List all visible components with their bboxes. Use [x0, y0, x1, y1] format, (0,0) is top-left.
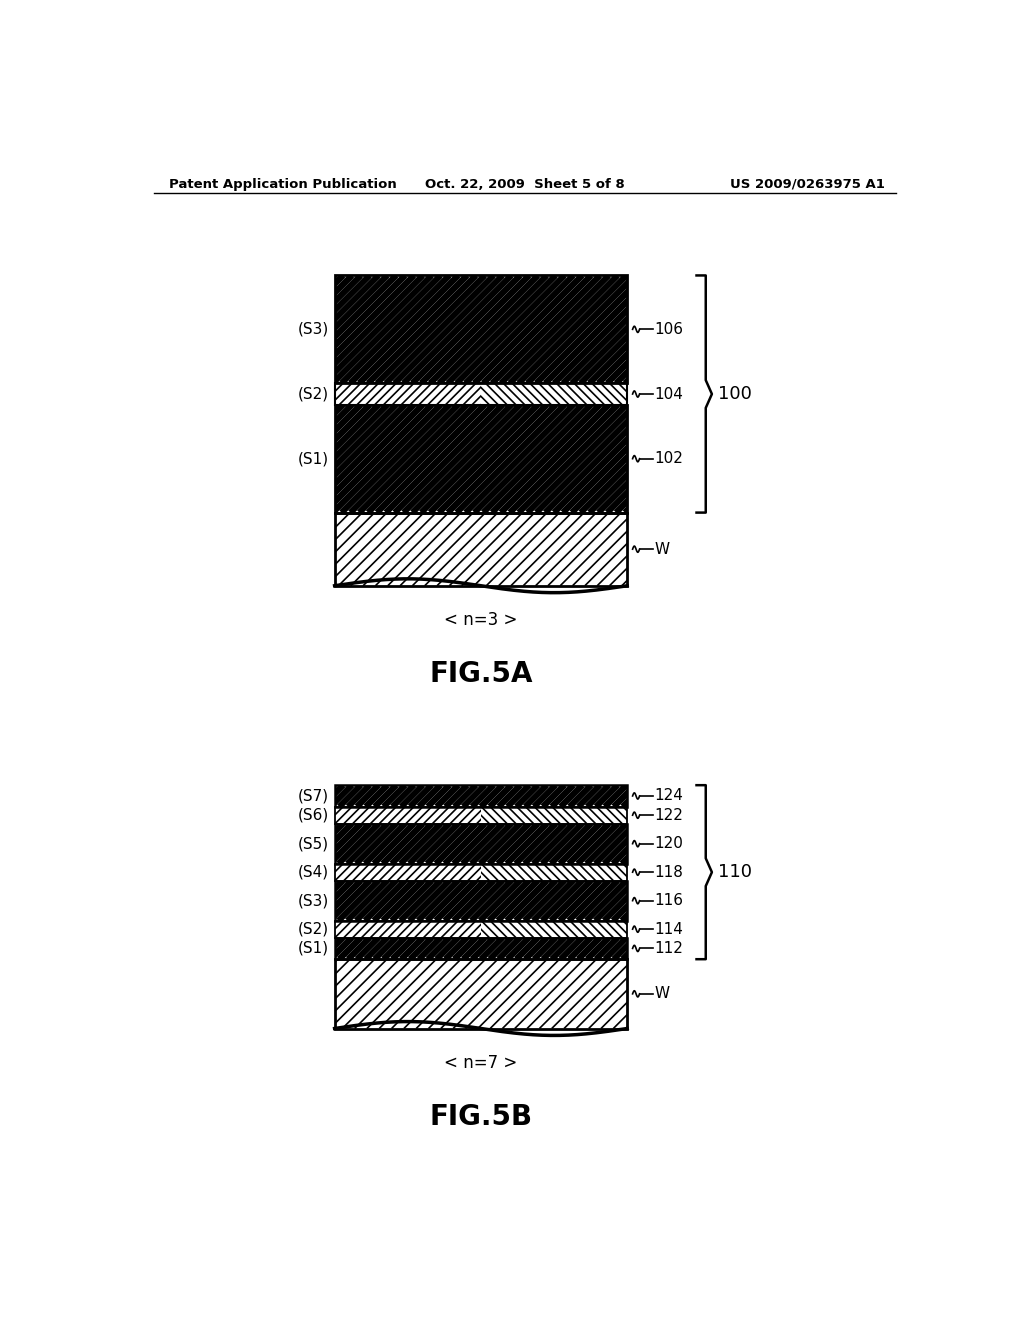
Text: (S5): (S5) — [298, 836, 330, 851]
Bar — [335, 937, 628, 960]
Bar — [335, 863, 628, 880]
Bar — [335, 921, 628, 937]
Text: US 2009/0263975 A1: US 2009/0263975 A1 — [730, 178, 885, 190]
Text: (S3): (S3) — [298, 322, 330, 337]
Text: 114: 114 — [654, 921, 683, 937]
Text: (S6): (S6) — [298, 808, 330, 822]
Bar — [335, 880, 628, 921]
Text: (S4): (S4) — [298, 865, 330, 879]
Text: 120: 120 — [654, 836, 683, 851]
Text: 106: 106 — [654, 322, 683, 337]
Bar — [335, 960, 628, 1028]
Bar — [335, 824, 628, 863]
Bar — [335, 405, 628, 512]
Bar — [335, 405, 628, 512]
Bar — [335, 824, 628, 863]
Text: < n=7 >: < n=7 > — [444, 1055, 517, 1072]
Bar — [335, 383, 628, 405]
Text: (S7): (S7) — [298, 788, 330, 804]
Text: (S1): (S1) — [298, 941, 330, 956]
Text: FIG.5A: FIG.5A — [429, 660, 532, 688]
Bar — [335, 863, 628, 880]
Text: 118: 118 — [654, 865, 683, 879]
Text: 124: 124 — [654, 788, 683, 804]
Bar — [335, 276, 628, 383]
Text: 110: 110 — [718, 863, 752, 882]
Text: Oct. 22, 2009  Sheet 5 of 8: Oct. 22, 2009 Sheet 5 of 8 — [425, 178, 625, 190]
Text: (S2): (S2) — [298, 921, 330, 937]
Bar — [335, 512, 628, 586]
Text: (S1): (S1) — [298, 451, 330, 466]
Text: 116: 116 — [654, 894, 683, 908]
Bar — [335, 937, 628, 960]
Text: 122: 122 — [654, 808, 683, 822]
Text: 104: 104 — [654, 387, 683, 401]
Text: W: W — [654, 541, 670, 557]
Bar — [335, 921, 628, 937]
Text: (S2): (S2) — [298, 387, 330, 401]
Text: (S3): (S3) — [298, 894, 330, 908]
Bar — [335, 960, 628, 1028]
Text: 102: 102 — [654, 451, 683, 466]
Text: 112: 112 — [654, 941, 683, 956]
Bar — [335, 785, 628, 807]
Text: < n=3 >: < n=3 > — [444, 611, 518, 630]
Bar — [335, 807, 628, 824]
Bar — [335, 807, 628, 824]
Text: FIG.5B: FIG.5B — [429, 1104, 532, 1131]
Bar — [335, 383, 628, 405]
Text: Patent Application Publication: Patent Application Publication — [169, 178, 397, 190]
Text: W: W — [654, 986, 670, 1002]
Bar — [335, 785, 628, 807]
Bar — [335, 880, 628, 921]
Bar — [335, 512, 628, 586]
Text: 100: 100 — [718, 385, 752, 403]
Bar — [335, 276, 628, 383]
